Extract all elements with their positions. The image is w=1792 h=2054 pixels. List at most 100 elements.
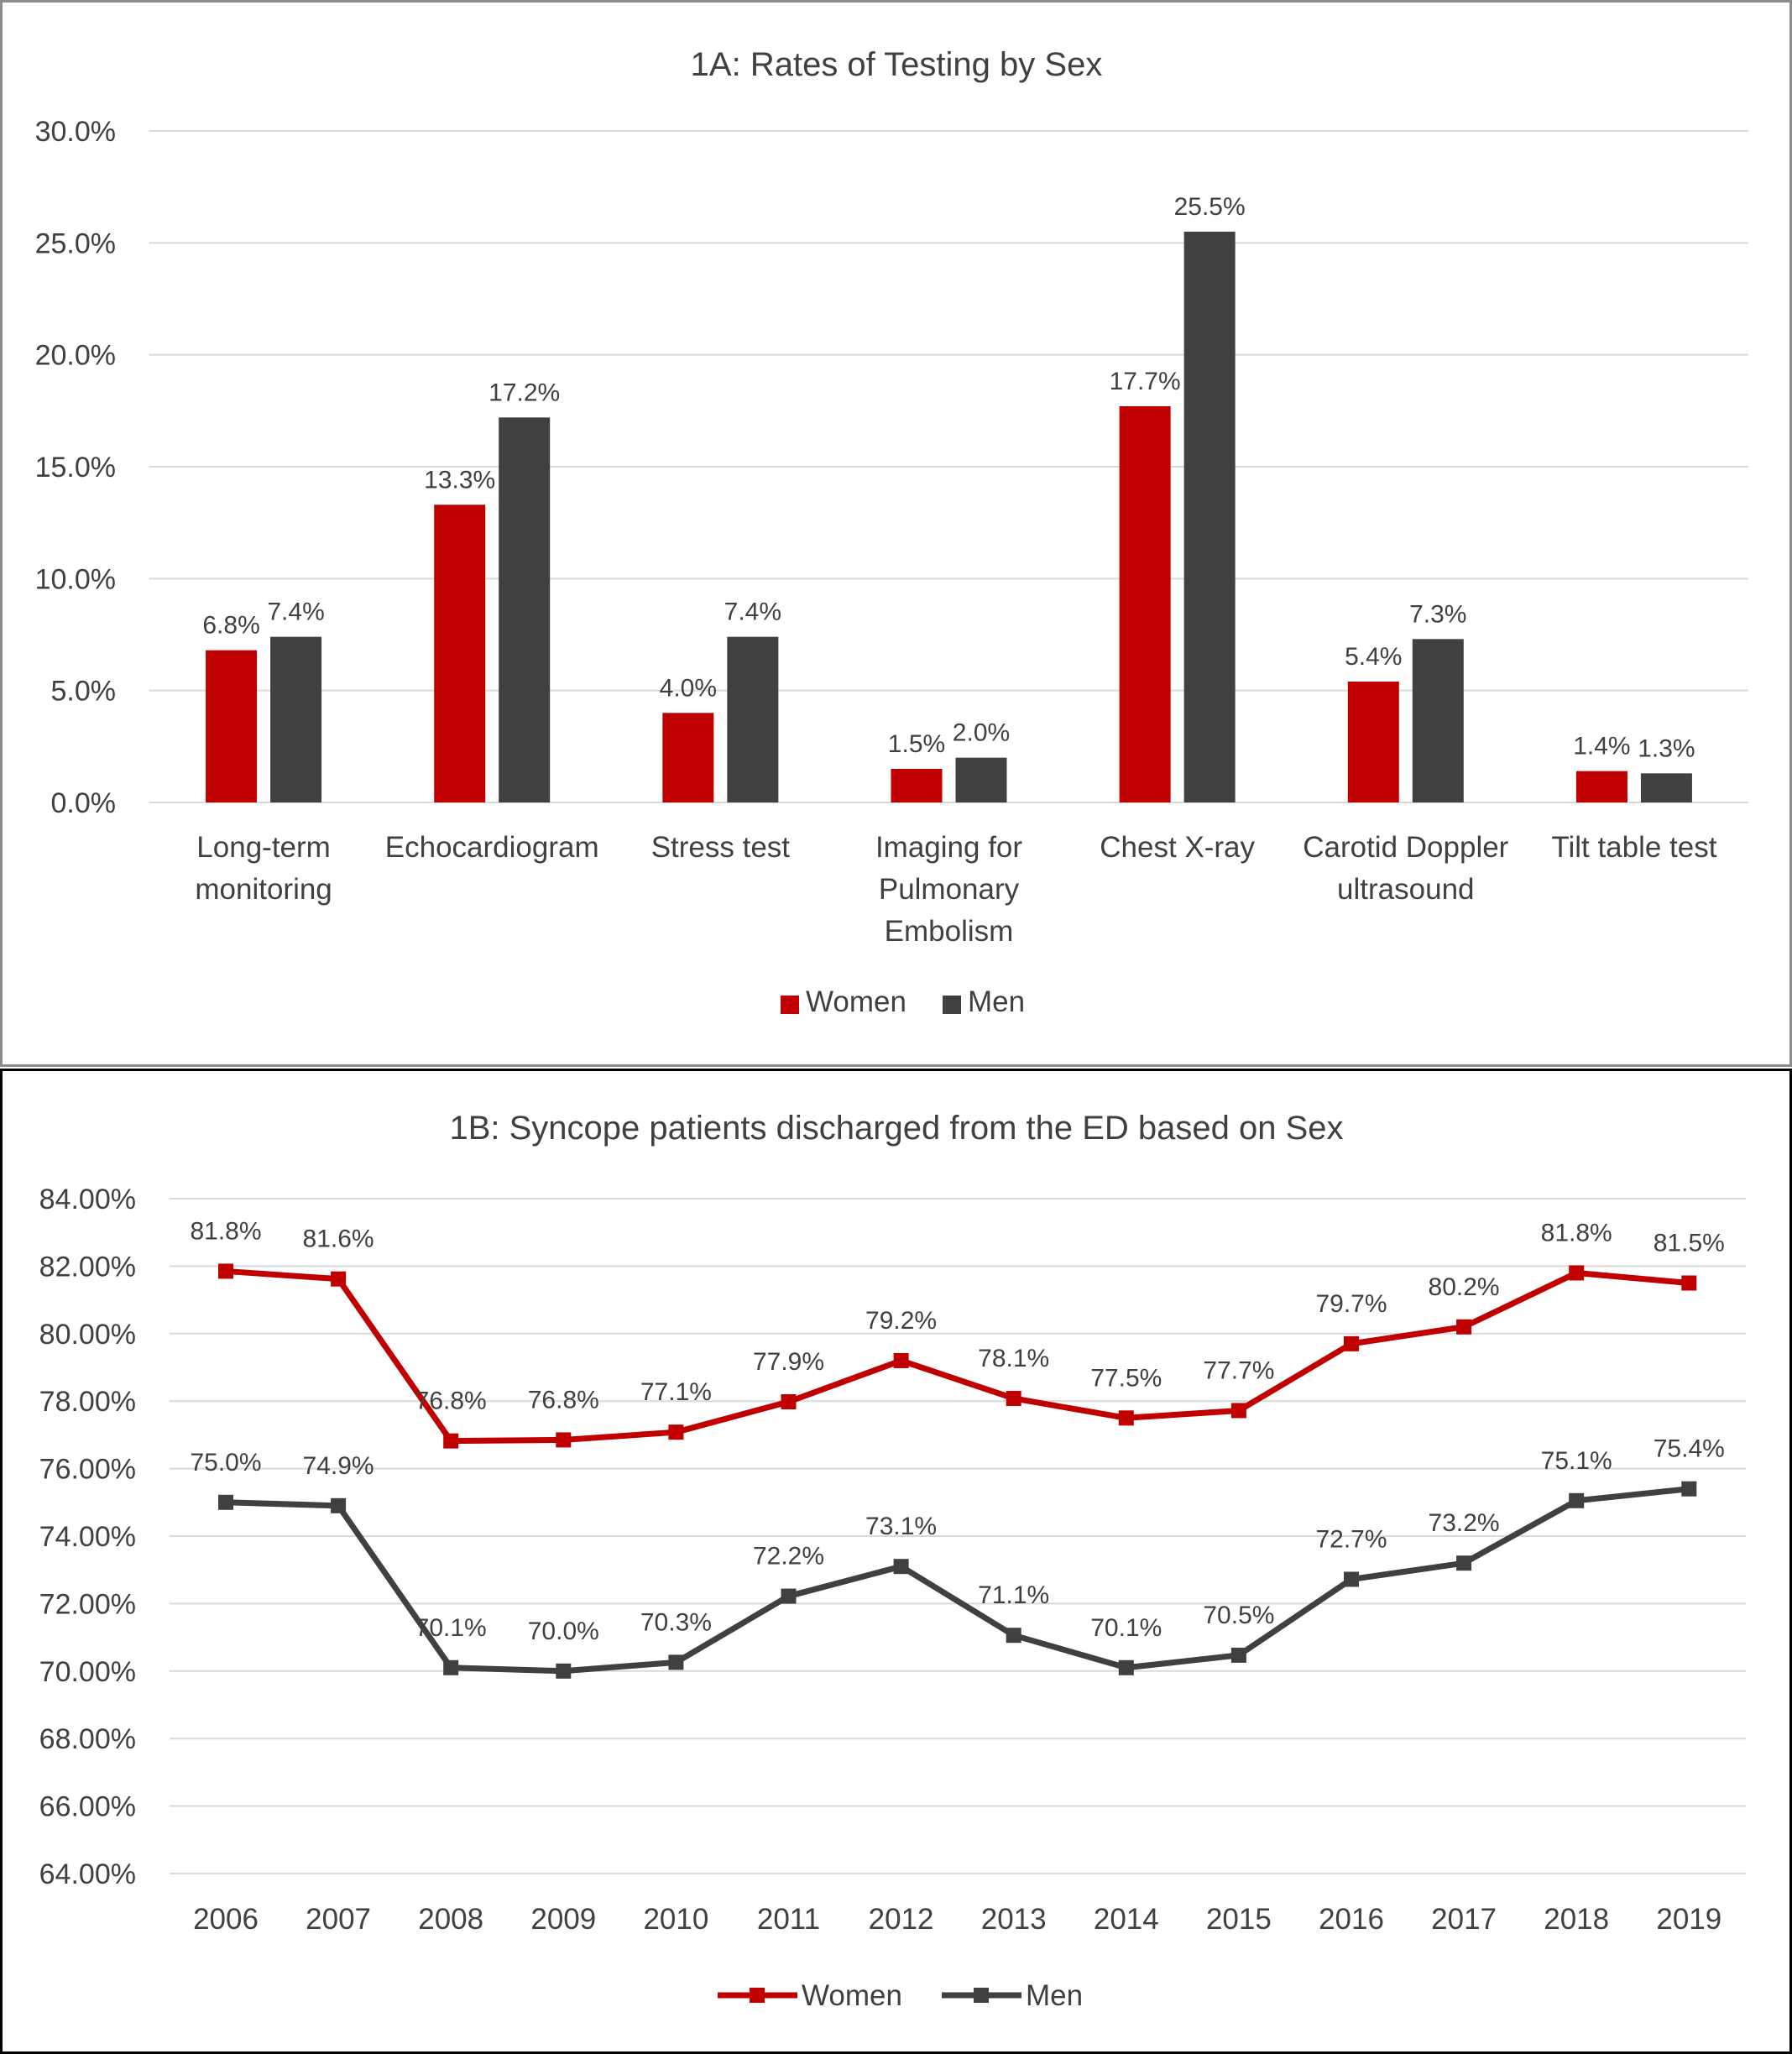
bar-men: [1412, 639, 1464, 802]
marker-men: [1569, 1492, 1585, 1508]
data-label: 70.1%: [415, 1614, 487, 1642]
x-tick-label: 2010: [643, 1903, 708, 1936]
x-tick-label: 2008: [418, 1903, 483, 1936]
marker-women: [218, 1263, 233, 1279]
marker-men: [443, 1659, 459, 1675]
bar-women: [206, 650, 258, 802]
data-label: 81.8%: [190, 1217, 261, 1245]
x-tick-label: 2007: [306, 1903, 371, 1936]
y-tick-label: 25.0%: [35, 227, 116, 259]
data-label: 72.2%: [753, 1543, 824, 1571]
marker-men: [1230, 1647, 1246, 1663]
marker-men: [331, 1497, 347, 1513]
chart-title-1b: 1B: Syncope patients discharged from the…: [449, 1110, 1343, 1147]
data-label: 25.5%: [1174, 193, 1246, 221]
marker-men: [556, 1663, 572, 1679]
marker-men: [1118, 1659, 1134, 1675]
y-tick-label: 30.0%: [35, 116, 116, 148]
data-label: 79.7%: [1315, 1290, 1387, 1318]
bar-women: [891, 769, 943, 802]
data-label: 70.1%: [1090, 1614, 1162, 1642]
marker-women: [893, 1352, 909, 1368]
x-tick-label: 2019: [1656, 1903, 1721, 1936]
y-tick-label: 68.00%: [39, 1723, 136, 1755]
y-tick-label: 64.00%: [39, 1858, 136, 1890]
x-tick-label: Long-term: [196, 831, 331, 864]
data-label: 81.6%: [303, 1226, 374, 1253]
bar-men: [499, 417, 551, 802]
data-label: 73.1%: [865, 1513, 937, 1540]
marker-women: [1230, 1403, 1246, 1419]
data-label: 70.0%: [528, 1618, 599, 1645]
marker-men: [1344, 1571, 1359, 1587]
data-label: 1.3%: [1638, 734, 1695, 762]
data-label: 7.4%: [267, 598, 324, 626]
data-label: 76.8%: [528, 1386, 599, 1414]
marker-women: [1118, 1410, 1134, 1426]
x-tick-label: Tilt table test: [1551, 831, 1716, 864]
marker-women: [1344, 1335, 1359, 1351]
marker-men: [781, 1588, 797, 1604]
data-label: 7.3%: [1409, 600, 1466, 628]
bar-women: [1347, 682, 1399, 802]
data-label: 75.1%: [1541, 1447, 1612, 1475]
x-tick-label: 2016: [1319, 1903, 1384, 1936]
bar-women: [1119, 406, 1171, 802]
data-label: 1.5%: [888, 730, 945, 758]
data-label: 77.1%: [640, 1378, 712, 1406]
marker-women: [331, 1271, 347, 1287]
bar-men: [1640, 773, 1692, 802]
data-label: 78.1%: [978, 1345, 1049, 1372]
y-tick-label: 70.00%: [39, 1656, 136, 1688]
y-tick-label: 66.00%: [39, 1791, 136, 1823]
marker-women: [556, 1432, 572, 1448]
data-label: 13.3%: [424, 466, 495, 494]
data-label: 70.3%: [640, 1608, 712, 1636]
marker-men: [1681, 1481, 1697, 1497]
y-tick-label: 76.00%: [39, 1454, 136, 1486]
x-tick-label: 2011: [757, 1903, 820, 1936]
bar-women: [662, 713, 714, 802]
marker-women: [1569, 1265, 1585, 1281]
marker-women: [1006, 1390, 1021, 1406]
x-tick-label: Chest X-ray: [1100, 831, 1255, 864]
y-tick-label: 10.0%: [35, 563, 116, 595]
marker-men: [1456, 1555, 1472, 1571]
data-label: 77.7%: [1203, 1356, 1274, 1384]
marker-women: [1456, 1319, 1472, 1335]
marker-men: [1006, 1628, 1021, 1644]
data-label: 81.5%: [1654, 1230, 1725, 1257]
x-tick-label: 2015: [1206, 1903, 1272, 1936]
y-tick-label: 80.00%: [39, 1319, 136, 1351]
y-tick-label: 72.00%: [39, 1588, 136, 1620]
marker-men: [218, 1494, 233, 1510]
data-label: 75.0%: [190, 1449, 261, 1476]
x-tick-label: 2013: [981, 1903, 1047, 1936]
data-label: 79.2%: [865, 1307, 937, 1335]
x-tick-label: Embolism: [885, 915, 1014, 948]
bar-men: [955, 757, 1007, 802]
bar-women: [1575, 771, 1627, 802]
data-label: 72.7%: [1315, 1525, 1387, 1553]
data-label: 6.8%: [202, 612, 259, 640]
data-label: 75.4%: [1654, 1435, 1725, 1463]
x-tick-label: 2014: [1094, 1903, 1159, 1936]
data-label: 17.7%: [1110, 368, 1181, 395]
data-label: 80.2%: [1429, 1273, 1500, 1301]
marker-women: [443, 1433, 459, 1449]
data-label: 76.8%: [415, 1388, 487, 1415]
y-tick-label: 82.00%: [39, 1251, 136, 1283]
data-label: 4.0%: [660, 674, 717, 702]
legend-swatch-men: [943, 996, 961, 1014]
data-label: 73.2%: [1429, 1509, 1500, 1537]
bar-men: [727, 636, 779, 802]
y-tick-label: 0.0%: [51, 787, 117, 819]
x-tick-label: 2017: [1431, 1903, 1497, 1936]
x-tick-label: 2009: [530, 1903, 596, 1936]
legend-marker-women: [750, 1988, 765, 2003]
marker-women: [781, 1394, 797, 1410]
y-tick-label: 5.0%: [51, 676, 117, 708]
data-label: 71.1%: [978, 1581, 1049, 1609]
data-label: 2.0%: [953, 719, 1010, 747]
x-tick-label: Echocardiogram: [385, 831, 599, 864]
